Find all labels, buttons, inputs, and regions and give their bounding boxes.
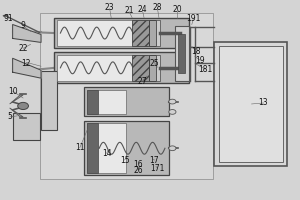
- Text: 171: 171: [150, 164, 165, 173]
- Text: 17: 17: [150, 156, 159, 165]
- Polygon shape: [10, 108, 23, 117]
- Bar: [87, 123, 98, 173]
- Bar: [84, 121, 170, 175]
- Text: 28: 28: [153, 3, 162, 12]
- Text: 24: 24: [138, 5, 147, 14]
- Bar: [148, 55, 156, 81]
- Text: 91: 91: [3, 14, 13, 23]
- Text: 16: 16: [133, 160, 143, 169]
- Text: 25: 25: [150, 59, 159, 68]
- Bar: [54, 18, 189, 48]
- Polygon shape: [13, 25, 41, 42]
- Bar: [54, 52, 189, 83]
- Bar: [178, 34, 185, 73]
- Circle shape: [169, 99, 176, 104]
- Text: 27: 27: [138, 77, 147, 86]
- Bar: [57, 20, 147, 46]
- Circle shape: [18, 102, 28, 110]
- Bar: [176, 26, 189, 81]
- Text: 11: 11: [75, 143, 85, 152]
- Text: 181: 181: [198, 65, 212, 74]
- Text: 10: 10: [8, 87, 17, 96]
- Text: 13: 13: [259, 98, 268, 107]
- Text: 19: 19: [195, 56, 205, 65]
- Bar: [156, 55, 160, 81]
- Bar: [40, 13, 213, 179]
- Bar: [132, 55, 148, 81]
- Text: 5: 5: [7, 112, 12, 121]
- Text: 15: 15: [120, 156, 129, 165]
- Bar: [13, 113, 40, 140]
- Text: 23: 23: [105, 3, 115, 12]
- Text: 14: 14: [102, 149, 112, 158]
- Bar: [41, 71, 57, 130]
- Text: 22: 22: [18, 44, 28, 53]
- Bar: [219, 46, 283, 162]
- Bar: [57, 55, 147, 81]
- Bar: [156, 20, 160, 46]
- Text: 191: 191: [186, 14, 200, 23]
- Bar: [87, 123, 126, 173]
- Bar: [132, 20, 148, 46]
- Text: 21: 21: [124, 6, 134, 15]
- Bar: [87, 90, 98, 114]
- Bar: [214, 42, 287, 166]
- Text: 9: 9: [21, 21, 26, 30]
- Polygon shape: [10, 95, 23, 104]
- Circle shape: [169, 146, 176, 151]
- Bar: [87, 90, 126, 114]
- Bar: [84, 87, 170, 116]
- Circle shape: [169, 110, 176, 114]
- Text: 20: 20: [172, 5, 182, 14]
- Text: 18: 18: [191, 47, 201, 56]
- Text: 12: 12: [21, 59, 31, 68]
- Bar: [148, 20, 156, 46]
- Polygon shape: [13, 58, 41, 78]
- Text: 26: 26: [133, 166, 143, 175]
